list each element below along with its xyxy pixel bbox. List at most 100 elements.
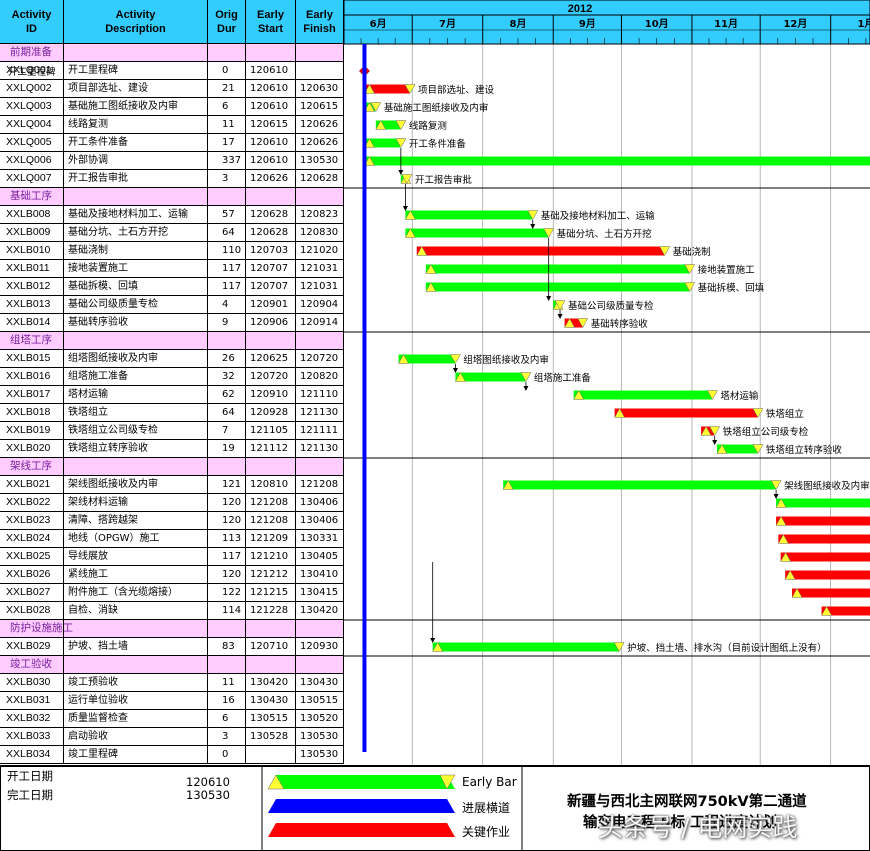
activity-bar: [775, 497, 870, 508]
bar-label: 基础施工图纸接收及内审: [384, 102, 489, 114]
table-row: XXLQ003 基础施工图纸接收及内审 6 120610 120615: [0, 98, 344, 116]
legend-end-marker: [439, 774, 456, 790]
bar-label: 铁塔组立: [766, 408, 804, 420]
activity-bar: 铁塔组立: [614, 407, 804, 420]
cell-id: XXLB034: [6, 748, 51, 760]
bar-label: 基础及接地材料加工、运输: [541, 210, 656, 222]
finish-date-label: 完工日期: [7, 788, 53, 802]
cell-id: XXLB032: [6, 712, 51, 724]
bar-start-marker: [700, 425, 712, 436]
bar-label: 基础浇制: [673, 246, 711, 258]
cell-start: 121212: [250, 569, 289, 580]
cell-desc: 启动验收: [68, 731, 108, 742]
cell-dur: 4: [222, 299, 229, 310]
cell-id: XXLB011: [6, 262, 50, 274]
cell-finish: 120823: [300, 209, 339, 220]
cell-id: XXLQ001: [6, 64, 52, 76]
timescale-header: [343, 0, 870, 45]
bar-start-marker: [364, 83, 375, 94]
cell-start: 120710: [250, 641, 289, 652]
finish-date-value: 130530: [186, 788, 230, 802]
activity-bar: 铁塔组立转序验收: [716, 443, 842, 456]
dependency-arrowhead: [430, 638, 436, 643]
bar-end-marker: [613, 642, 625, 653]
cell-id: XXLB008: [6, 208, 51, 220]
activity-bar: 开工条件准备: [364, 137, 467, 150]
bar-end-marker: [395, 138, 407, 149]
bar-label: 基础拆模、回填: [698, 282, 765, 294]
table-row: XXLQ002 项目部选址、建设 21 120610 120630: [0, 80, 344, 98]
cell-desc: 清障、搭跨越架: [68, 515, 138, 526]
cell-id: XXLB021: [6, 478, 51, 490]
cell-id: XXLQ007: [6, 172, 52, 184]
month-label: 7月: [439, 18, 456, 30]
cell-desc: 地线（OPGW）施工: [68, 533, 160, 544]
bar-label: 基础分坑、土石方开挖: [557, 228, 653, 240]
cell-dur: 83: [222, 641, 235, 652]
column-header-line2: Dur: [217, 22, 236, 35]
cell-desc: 基础拆模、回填: [68, 281, 138, 292]
bar-start-marker: [821, 605, 833, 616]
cell-id: XXLB019: [6, 424, 51, 436]
activity-bar: [780, 551, 870, 562]
bar-body: [614, 408, 758, 418]
cell-start: 120707: [250, 263, 289, 274]
cell-start: 120625: [250, 353, 289, 364]
cell-start: 120610: [250, 65, 289, 76]
table-row: XXLB025 导线展放 117 121210 130405: [0, 548, 344, 566]
bar-end-marker: [401, 174, 413, 185]
table-row: XXLB023 清障、搭跨越架 120 121208 130406: [0, 512, 344, 530]
cell-id: XXLB016: [6, 370, 51, 382]
cell-finish: 120720: [300, 353, 339, 364]
cell-finish: 121130: [300, 407, 339, 418]
activity-bar: 基础浇制: [416, 245, 711, 258]
cell-start: 121105: [250, 425, 289, 436]
cell-dur: 16: [222, 695, 235, 706]
legend-swatch: [268, 799, 455, 813]
cell-finish: 130530: [300, 155, 339, 166]
cell-id: XXLB013: [6, 298, 51, 310]
cell-start: 120720: [250, 371, 289, 382]
cell-desc: 导线展放: [68, 551, 108, 562]
cell-desc: 竣工里程碑: [68, 749, 118, 760]
cell-dur: 21: [222, 83, 235, 94]
bar-end-marker: [709, 426, 721, 437]
column-header-line2: Description: [105, 22, 166, 35]
activity-bar: 开工报告审批: [400, 173, 472, 186]
cell-finish: 130530: [300, 731, 339, 742]
cell-finish: 120930: [300, 641, 339, 652]
table-row: XXLQ007 开工报告审批 3 120626 120628: [0, 170, 344, 188]
cell-start: 120910: [250, 389, 289, 400]
bar-body: [776, 498, 870, 508]
cell-dur: 110: [222, 245, 242, 256]
table-row: XXLB028 自检、消缺 114 121228 130420: [0, 602, 344, 620]
bar-end-marker: [684, 282, 696, 293]
activity-bar: [364, 155, 870, 166]
cell-desc: 自检、消缺: [68, 605, 118, 616]
bar-end-marker: [395, 120, 407, 131]
cell-dur: 120: [222, 515, 242, 526]
bar-label: 架线图纸接收及内审: [784, 480, 870, 492]
cell-id: XXLB029: [6, 640, 51, 652]
bar-label: 开工条件准备: [409, 138, 467, 150]
bar-end-marker: [543, 228, 555, 239]
cell-id: XXLB015: [6, 352, 51, 364]
cell-desc: 基础转序验收: [68, 317, 128, 328]
cell-finish: 120628: [300, 173, 339, 184]
dependency-arrowhead: [452, 368, 458, 373]
year-label: 2012: [568, 3, 592, 15]
activity-bar: [784, 569, 870, 580]
bar-start-marker: [780, 551, 792, 562]
data-date-line: [362, 44, 367, 752]
activity-bar: [821, 605, 870, 616]
section-header: 架线工序: [0, 458, 344, 476]
activity-bar: 基础施工图纸接收及内审: [364, 101, 489, 114]
cell-id: XXLB030: [6, 676, 51, 688]
cell-desc: 基础施工图纸接收及内审: [68, 101, 178, 112]
bar-body: [503, 480, 777, 490]
table-row: XXLQ001 开工里程碑 0 120610: [0, 62, 344, 80]
bar-body: [573, 390, 713, 400]
cell-desc: 外部协调: [68, 155, 108, 166]
cell-start: 120615: [250, 119, 289, 130]
cell-id: XXLQ006: [6, 154, 52, 166]
